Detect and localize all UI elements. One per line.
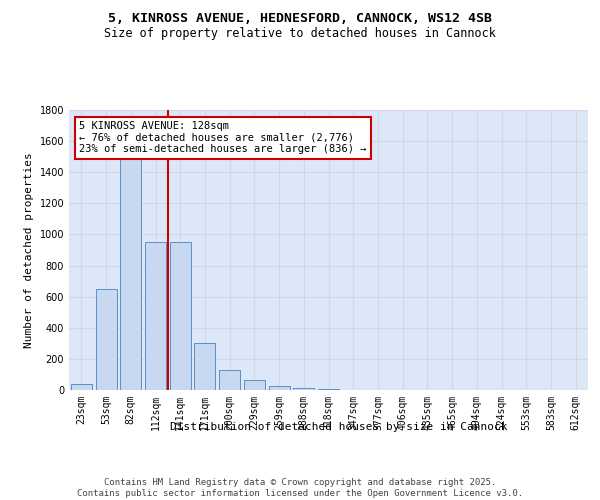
Bar	[120, 156, 141, 390]
Y-axis label: Number of detached properties: Number of detached properties	[24, 152, 34, 348]
Bar	[95, 289, 116, 390]
Bar	[219, 370, 240, 390]
Bar	[170, 242, 191, 390]
Bar	[145, 242, 166, 390]
Text: 5, KINROSS AVENUE, HEDNESFORD, CANNOCK, WS12 4SB: 5, KINROSS AVENUE, HEDNESFORD, CANNOCK, …	[108, 12, 492, 26]
Bar	[71, 384, 92, 390]
Bar	[293, 388, 314, 390]
Text: 5 KINROSS AVENUE: 128sqm
← 76% of detached houses are smaller (2,776)
23% of sem: 5 KINROSS AVENUE: 128sqm ← 76% of detach…	[79, 121, 367, 154]
Bar	[244, 380, 265, 390]
Text: Contains HM Land Registry data © Crown copyright and database right 2025.
Contai: Contains HM Land Registry data © Crown c…	[77, 478, 523, 498]
Bar	[318, 389, 339, 390]
Text: Size of property relative to detached houses in Cannock: Size of property relative to detached ho…	[104, 28, 496, 40]
Bar	[194, 344, 215, 390]
Bar	[269, 386, 290, 390]
Text: Distribution of detached houses by size in Cannock: Distribution of detached houses by size …	[170, 422, 508, 432]
